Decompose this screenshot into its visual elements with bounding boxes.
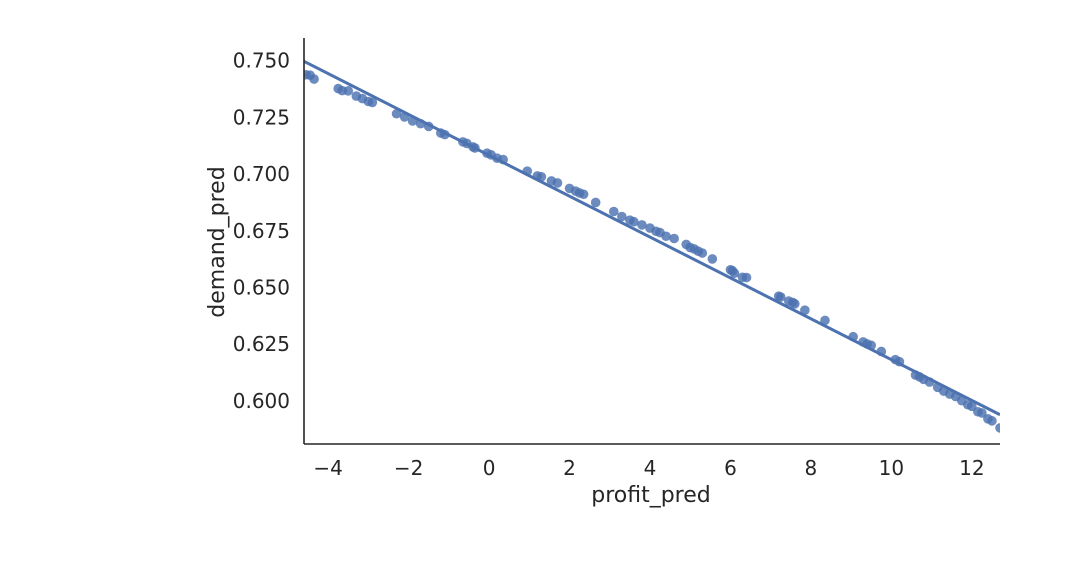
x-tick-label: −2 xyxy=(394,456,423,480)
data-point xyxy=(697,248,708,258)
data-point xyxy=(367,97,378,108)
data-point xyxy=(637,220,647,230)
data-point xyxy=(391,108,402,119)
ticks-layer: −4 −2 0 2 4 6 8 10 12 0.600 0.625 0.650 0.675 0.700 0.… xyxy=(233,49,985,480)
data-point xyxy=(552,178,563,188)
data-point xyxy=(590,197,601,208)
x-tick-label: −4 xyxy=(313,456,342,480)
regression-line-layer xyxy=(304,60,1000,417)
data-point xyxy=(617,211,627,222)
data-point xyxy=(729,268,740,279)
x-tick-label: 10 xyxy=(879,456,904,480)
data-point xyxy=(987,416,997,426)
y-tick-label: 0.700 xyxy=(233,162,290,186)
data-point xyxy=(741,272,752,283)
data-point xyxy=(977,408,987,418)
y-tick-label: 0.750 xyxy=(233,49,290,73)
x-tick-label: 8 xyxy=(805,456,818,480)
data-point xyxy=(661,231,671,242)
data-point xyxy=(629,216,639,227)
y-axis-title: demand_pred xyxy=(205,166,230,317)
points-layer xyxy=(304,69,1000,433)
y-tick-label: 0.625 xyxy=(233,332,290,356)
data-point xyxy=(995,423,1000,433)
data-point xyxy=(707,254,718,264)
y-tick-label: 0.725 xyxy=(233,105,290,129)
data-point xyxy=(820,315,830,326)
x-tick-label: 0 xyxy=(483,456,496,480)
data-point xyxy=(309,74,319,84)
x-tick-label: 4 xyxy=(644,456,657,480)
y-tick-label: 0.600 xyxy=(233,389,290,413)
x-axis-title: profit_pred xyxy=(591,483,711,508)
data-point xyxy=(790,299,800,309)
data-point xyxy=(775,292,786,302)
x-tick-label: 2 xyxy=(563,456,576,480)
data-point xyxy=(578,189,589,200)
axes-layer xyxy=(303,38,1000,445)
regression-line xyxy=(304,60,1000,417)
data-point xyxy=(608,206,619,217)
y-tick-label: 0.650 xyxy=(233,276,290,300)
data-point xyxy=(343,86,354,96)
x-tick-label: 12 xyxy=(959,456,984,480)
data-point xyxy=(800,305,810,315)
y-tick-label: 0.675 xyxy=(233,219,290,243)
data-point xyxy=(669,233,679,244)
x-tick-label: 6 xyxy=(724,456,737,480)
